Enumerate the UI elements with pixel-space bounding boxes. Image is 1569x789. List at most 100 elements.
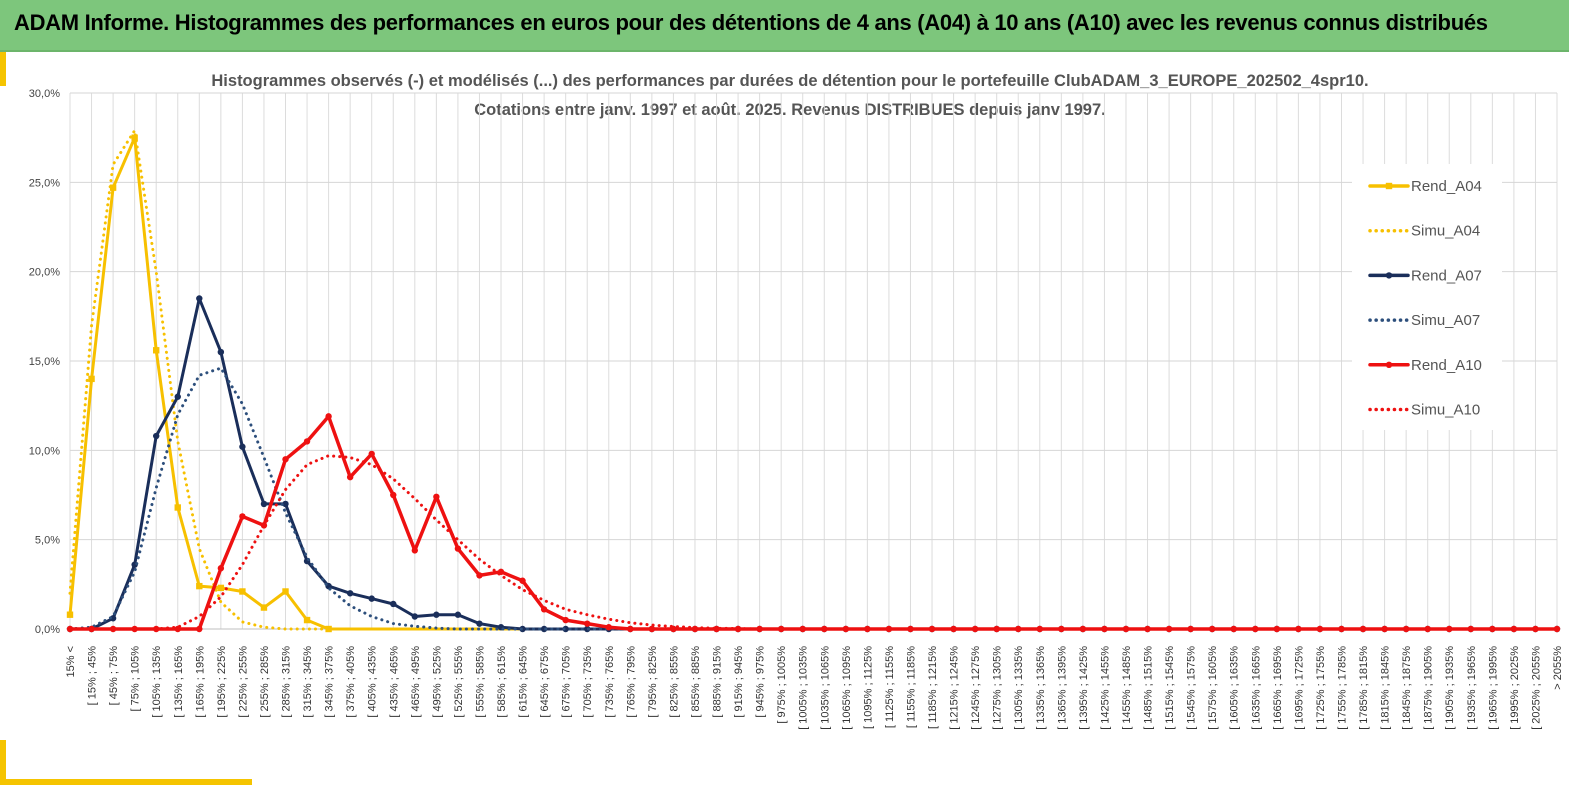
performance-histogram-chart: Histogrammes observés (-) et modélisés (… [29,72,1564,730]
x-tick-label: [ 1095% ; 1125% [862,646,874,729]
data-point [799,625,806,633]
data-point [196,625,203,633]
data-point [993,625,1000,633]
x-tick-label: [ 315% ; 345% [302,646,314,718]
data-point [433,493,440,500]
data-point [540,606,548,613]
y-tick-label: 0,0% [35,624,60,636]
x-tick-label: [ 795% ; 825% [647,646,659,718]
x-tick-label: [ 75% ; 105% [130,646,142,712]
series [66,129,1561,633]
data-point [260,500,268,508]
x-tick-label: [ 1815% ; 1845% [1380,646,1392,730]
y-tick-label: 25,0% [29,177,60,189]
legend-label: Rend_A10 [1411,357,1482,374]
data-point [1079,625,1087,633]
data-point [950,625,957,633]
legend-marker [1385,272,1393,279]
x-axis: 15% < [ 15% ; 45% [ 45% ; 75% [ 75% ; 105% [… [65,646,1564,730]
data-point [131,625,138,633]
x-tick-label: [ 585% ; 615% [496,646,508,718]
data-point [842,625,850,633]
data-point [239,513,246,520]
series-line-rend_a10 [68,414,1559,631]
report-title: ADAM Informe. Histogrammes des performan… [14,10,1488,35]
data-point [368,595,375,602]
y-tick-label: 10,0% [29,445,60,457]
x-tick-label: [ 1215% ; 1245% [949,646,961,730]
x-tick-label: [ 765% ; 795% [625,646,637,718]
data-point [66,611,74,618]
data-point [584,620,591,627]
data-point [411,613,419,620]
x-tick-label: [ 1005% ; 1035% [798,646,810,730]
data-point [1273,625,1281,633]
x-tick-label: [ 105% ; 135% [151,646,163,718]
series-line-simu_a07 [68,366,1559,631]
data-point [217,565,225,572]
x-tick-label: [ 885% ; 915% [712,646,724,718]
x-tick-label: [ 615% ; 645% [518,646,530,718]
data-point [282,456,289,463]
x-tick-label: [ 1755% ; 1785% [1336,646,1348,730]
data-point [1402,625,1410,633]
x-tick-label: [ 405% ; 435% [367,646,379,718]
data-point [454,611,462,618]
x-tick-label: [ 285% ; 315% [281,646,293,718]
x-tick-label: [ 1515% ; 1545% [1164,646,1176,730]
data-point [519,577,526,584]
legend-marker [1385,361,1393,368]
x-tick-label: [ 1335% ; 1365% [1035,646,1047,730]
y-tick-label: 15,0% [29,356,60,368]
data-point [390,600,397,608]
x-tick-label: [ 1605% ; 1635% [1229,646,1241,730]
x-tick-label: [ 1455% ; 1485% [1121,646,1133,730]
x-tick-label: [ 525% ; 555% [453,646,465,718]
data-point [239,588,246,595]
data-point [368,450,375,458]
legend-label: Simu_A04 [1411,223,1480,240]
legend-marker [1385,182,1393,190]
x-tick-label: [ 1365% ; 1395% [1056,646,1068,730]
x-tick-label: [ 1695% ; 1725% [1293,646,1305,730]
data-point [325,413,332,420]
data-point [605,624,612,631]
data-point [217,584,225,592]
data-point [411,547,419,554]
x-tick-label: [ 135% ; 165% [173,646,185,718]
x-tick-label: [ 465% ; 495% [410,646,422,718]
x-tick-label: [ 1905% ; 1935% [1444,646,1456,730]
data-point [476,620,483,627]
x-tick-label: [ 1995% ; 2025% [1509,646,1521,730]
data-point [885,625,893,633]
x-tick-label: > 2055% [1552,646,1564,690]
data-point [153,347,160,354]
x-tick-label: [ 1155% ; 1185% [905,646,917,728]
x-tick-label: [ 945% ; 975% [755,646,767,718]
legend-label: Simu_A07 [1411,312,1480,329]
data-point [562,625,569,633]
data-point [390,491,397,499]
x-tick-label: [ 1035% ; 1065% [819,646,831,730]
x-tick-label: [ 855% ; 885% [690,646,702,718]
x-tick-label: [ 705% ; 735% [582,646,594,718]
legend-label: Rend_A04 [1411,178,1482,195]
series-line-rend_a04 [68,136,1559,631]
series-line-simu_a04 [68,129,1559,631]
data-point [346,473,354,481]
data-point [476,572,483,579]
data-point [540,625,548,633]
data-point [433,611,440,618]
x-tick-label: [ 1935% ; 1965% [1466,646,1478,730]
x-tick-label: [ 1785% ; 1815% [1358,646,1370,730]
x-tick-label: [ 15% ; 45% [87,646,99,706]
data-point [1446,625,1453,633]
x-tick-label: [ 375% ; 405% [345,646,357,718]
legend-box [1352,164,1502,430]
accent-bar-top [0,52,6,86]
x-tick-label: [ 1965% ; 1995% [1487,646,1499,730]
x-tick-label: [ 1875% ; 1905% [1423,646,1435,730]
x-tick-label: [ 735% ; 765% [604,646,616,718]
x-tick-label: [ 195% ; 225% [216,646,228,718]
x-tick-label: 15% < [65,646,77,678]
